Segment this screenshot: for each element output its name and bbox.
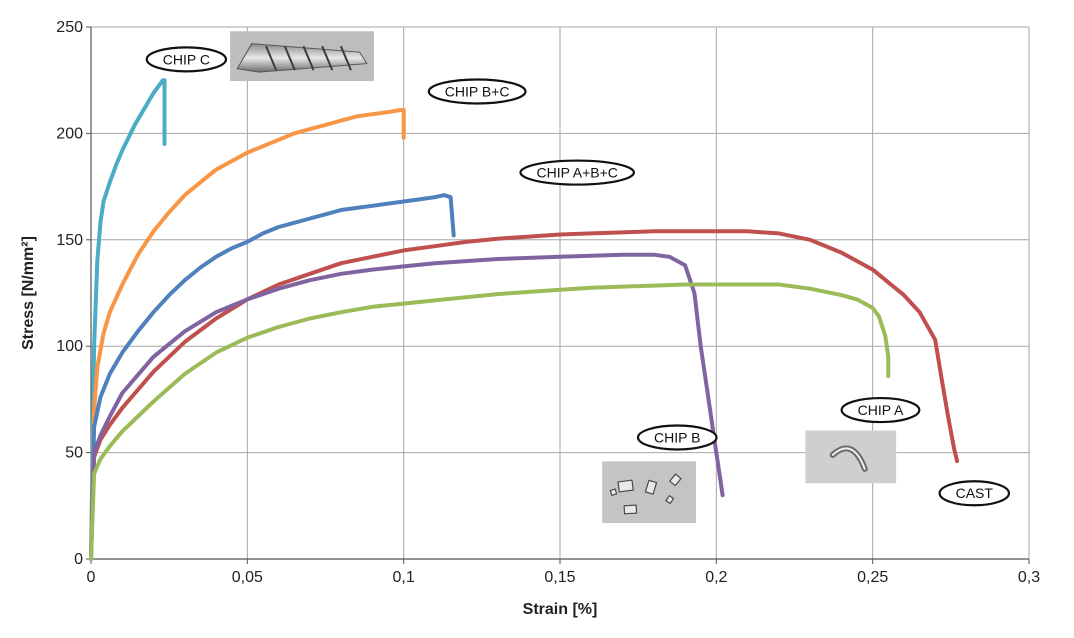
y-tick-label: 150 bbox=[56, 232, 83, 249]
curve-label-chip-c: CHIP C bbox=[145, 46, 228, 73]
series-lines bbox=[89, 78, 960, 561]
curve-label-chip-a: CHIP A bbox=[840, 396, 921, 424]
chip-c-photo bbox=[230, 31, 374, 82]
curve-label-chip-a-b-c: CHIP A+B+C bbox=[519, 159, 636, 186]
x-tick-label: 0 bbox=[87, 569, 96, 586]
curve-label-ellipse bbox=[840, 396, 921, 424]
curve-label-text: CHIP C bbox=[163, 51, 210, 67]
series-line-cast bbox=[89, 229, 960, 561]
y-axis-title: Stress [N/mm²] bbox=[20, 236, 37, 350]
curve-label-cast: CAST bbox=[938, 480, 1011, 507]
curve-label-text: CHIP A bbox=[858, 402, 904, 418]
chip-photos bbox=[230, 31, 897, 524]
curve-label-ellipse bbox=[938, 480, 1011, 507]
y-tick-label: 100 bbox=[56, 338, 83, 355]
x-tick-label: 0,1 bbox=[393, 569, 415, 586]
x-tick-label: 0,05 bbox=[232, 569, 263, 586]
curve-label-chip-b-c: CHIP B+C bbox=[427, 78, 527, 105]
x-tick-label: 0,2 bbox=[705, 569, 727, 586]
curve-label-text: CHIP B bbox=[654, 429, 700, 445]
curve-label-text: CHIP B+C bbox=[445, 83, 510, 99]
curve-label-ellipse bbox=[519, 159, 636, 186]
axes: 0 50 100 150 200 250 0 0,05 0,1 0,15 0,2 0,25 0,3 bbox=[56, 19, 1040, 586]
chip-a-photo bbox=[805, 430, 897, 484]
curve-label-ellipse bbox=[636, 424, 718, 451]
curve-labels: CHIP C CHIP B+C CHIP A+B+C CHIP B CHIP A CAST bbox=[145, 46, 1011, 507]
y-tick-label: 250 bbox=[56, 19, 83, 36]
curve-label-ellipse bbox=[145, 46, 228, 73]
y-tick-label: 200 bbox=[56, 125, 83, 142]
series-line-chip-a-b-c bbox=[89, 193, 456, 561]
x-axis-title: Strain [%] bbox=[523, 601, 598, 618]
series-line-chip-b-c bbox=[89, 108, 406, 561]
curve-label-chip-b: CHIP B bbox=[636, 424, 718, 451]
series-line-chip-a bbox=[89, 282, 891, 561]
y-tick-label: 0 bbox=[74, 551, 83, 568]
curve-label-text: CHIP A+B+C bbox=[536, 165, 617, 181]
y-tick-label: 50 bbox=[65, 445, 83, 462]
chip-b-photo bbox=[602, 461, 697, 524]
series-line-chip-b bbox=[89, 252, 725, 561]
x-tick-label: 0,3 bbox=[1018, 569, 1040, 586]
x-tick-label: 0,25 bbox=[857, 569, 888, 586]
curve-label-ellipse bbox=[427, 78, 527, 105]
series-line-chip-c bbox=[89, 78, 167, 561]
curve-label-text: CAST bbox=[956, 485, 994, 501]
x-tick-label: 0,15 bbox=[544, 569, 575, 586]
